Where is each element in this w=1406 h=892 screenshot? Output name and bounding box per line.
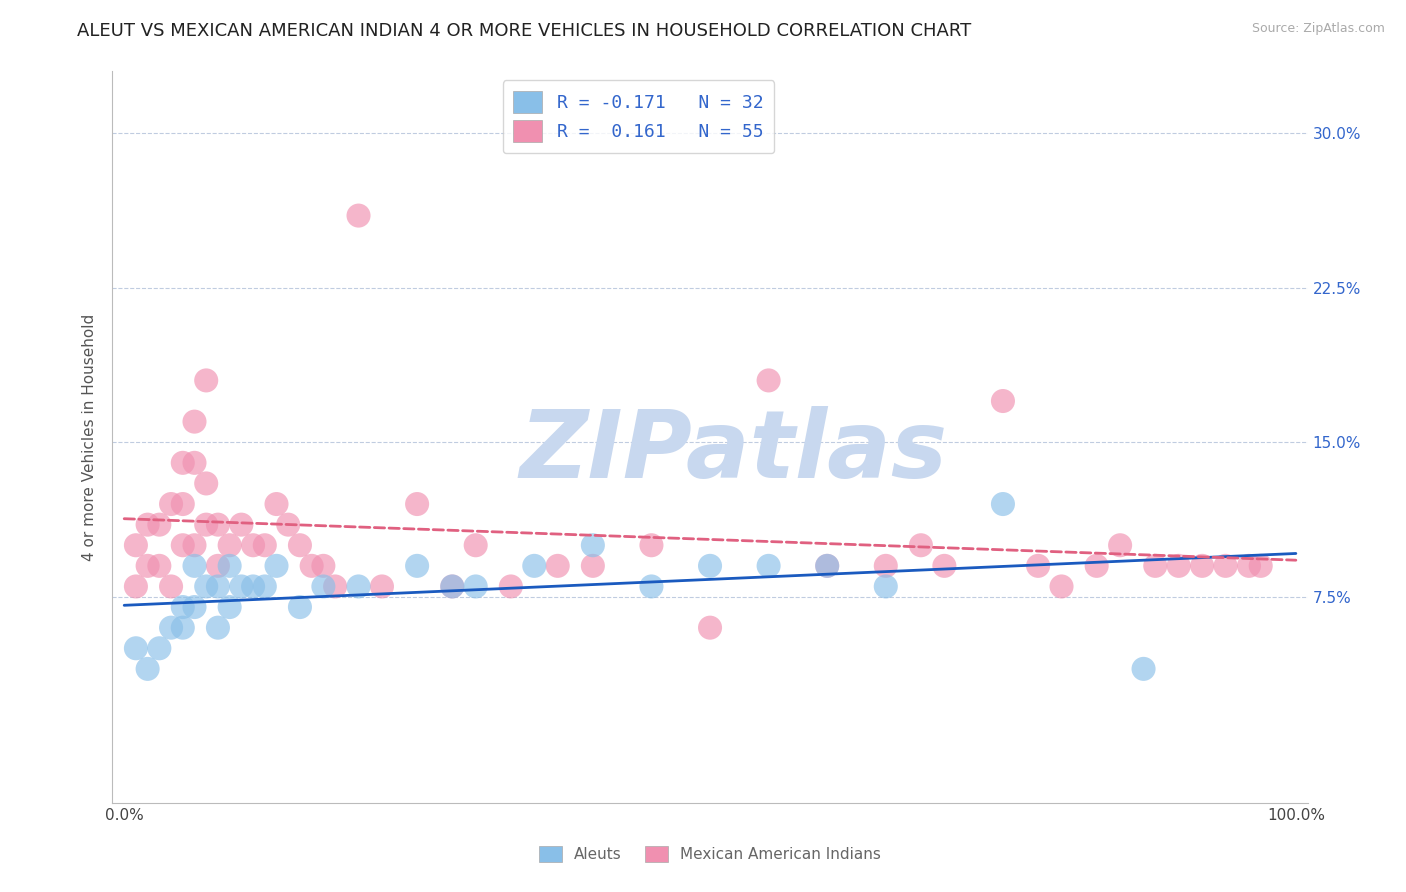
Point [1026,558,1049,573]
Point [1109,538,1132,552]
Point [1167,558,1189,573]
Point [160,579,183,593]
Point [172,600,194,615]
Point [441,579,464,593]
Point [582,558,605,573]
Point [406,558,429,573]
Point [547,558,569,573]
Point [499,579,522,593]
Point [758,558,780,573]
Point [148,517,170,532]
Point [183,415,205,429]
Point [277,517,299,532]
Point [207,621,229,635]
Point [125,641,148,656]
Point [758,373,780,387]
Text: Source: ZipAtlas.com: Source: ZipAtlas.com [1251,22,1385,36]
Point [253,579,276,593]
Point [464,579,486,593]
Point [1132,662,1154,676]
Point [640,579,662,593]
Point [312,579,335,593]
Point [231,579,253,593]
Text: ZIPatlas: ZIPatlas [520,406,948,498]
Point [464,538,486,552]
Point [934,558,956,573]
Point [406,497,429,511]
Y-axis label: 4 or more Vehicles in Household: 4 or more Vehicles in Household [82,313,97,561]
Point [815,558,838,573]
Point [371,579,394,593]
Point [242,579,264,593]
Point [699,558,721,573]
Point [218,558,240,573]
Point [266,558,288,573]
Point [523,558,546,573]
Point [1215,558,1237,573]
Point [991,497,1014,511]
Point [242,538,264,552]
Point [160,497,183,511]
Point [875,558,897,573]
Point [231,517,253,532]
Point [160,621,183,635]
Point [991,394,1014,409]
Point [183,538,205,552]
Point [910,538,932,552]
Point [125,538,148,552]
Point [172,456,194,470]
Point [195,476,218,491]
Point [1250,558,1272,573]
Point [266,497,288,511]
Point [172,621,194,635]
Point [183,456,205,470]
Point [1050,579,1073,593]
Point [195,373,218,387]
Point [1085,558,1108,573]
Point [875,579,897,593]
Point [815,558,838,573]
Point [172,538,194,552]
Point [582,538,605,552]
Point [183,600,205,615]
Point [301,558,323,573]
Point [323,579,346,593]
Point [288,538,311,552]
Point [347,579,370,593]
Point [253,538,276,552]
Point [136,517,159,532]
Point [136,662,159,676]
Legend: Aleuts, Mexican American Indians: Aleuts, Mexican American Indians [533,840,887,868]
Point [640,538,662,552]
Point [218,600,240,615]
Point [1237,558,1260,573]
Point [699,621,721,635]
Point [1191,558,1213,573]
Point [441,579,464,593]
Point [183,558,205,573]
Point [207,579,229,593]
Point [195,517,218,532]
Point [207,558,229,573]
Point [312,558,335,573]
Point [195,579,218,593]
Point [136,558,159,573]
Point [207,517,229,532]
Point [1144,558,1167,573]
Text: ALEUT VS MEXICAN AMERICAN INDIAN 4 OR MORE VEHICLES IN HOUSEHOLD CORRELATION CHA: ALEUT VS MEXICAN AMERICAN INDIAN 4 OR MO… [77,22,972,40]
Point [218,538,240,552]
Point [288,600,311,615]
Point [125,579,148,593]
Point [148,558,170,573]
Point [347,209,370,223]
Point [172,497,194,511]
Point [148,641,170,656]
